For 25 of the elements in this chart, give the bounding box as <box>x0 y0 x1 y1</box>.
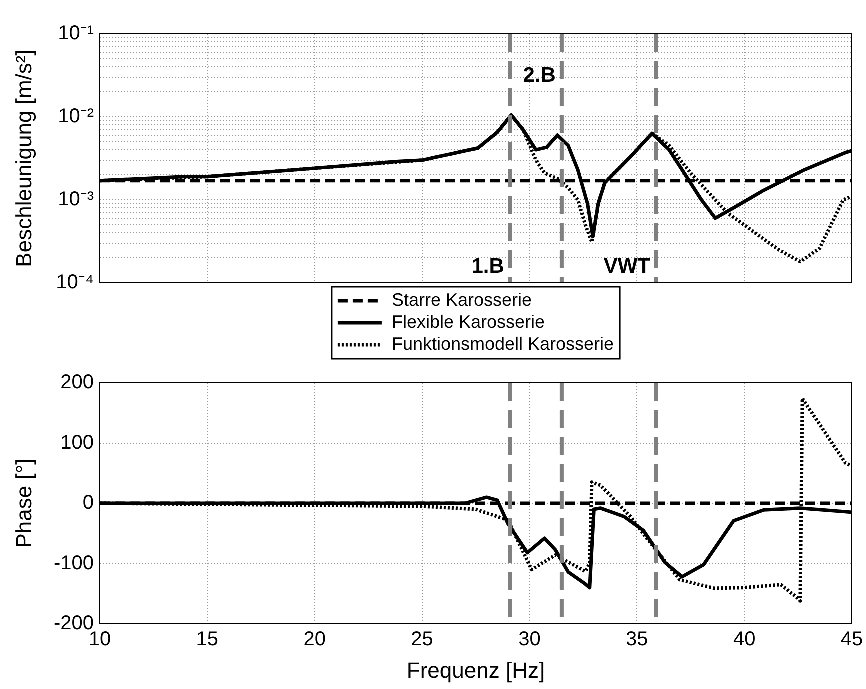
legend-label: Flexible Karosserie <box>392 312 546 332</box>
y-tick-label: 10⁻⁴ <box>56 272 94 294</box>
x-tick-label: 35 <box>626 628 648 651</box>
x-tick-label: 25 <box>411 628 434 651</box>
x-tick-label: 15 <box>196 628 219 651</box>
legend-label: Starre Karosserie <box>392 290 532 310</box>
x-tick-label: 10 <box>88 628 112 651</box>
y-tick-label: 10⁻³ <box>58 188 94 211</box>
x-axis-title: Frequenz [Hz] <box>406 658 546 683</box>
ref-line-label: 2.B <box>523 64 556 87</box>
y-tick-label: 200 <box>60 372 94 394</box>
x-tick-label: 30 <box>518 628 541 651</box>
x-tick-label: 20 <box>304 628 326 651</box>
y-tick-label: -100 <box>54 552 94 574</box>
ref-line-label: 1.B <box>472 254 504 278</box>
legend-label: Funktionsmodell Karosserie <box>392 334 614 354</box>
x-tick-label: 40 <box>733 628 756 651</box>
y-tick-label: 0 <box>82 492 94 514</box>
y-tick-label: 10⁻² <box>58 106 94 128</box>
ref-line-label: VWT <box>604 254 651 278</box>
y-tick-label: 10⁻¹ <box>58 22 94 45</box>
y-axis-title: Phase [°] <box>11 458 36 548</box>
y-tick-label: 100 <box>60 432 94 454</box>
x-tick-label: 45 <box>840 628 864 651</box>
y-axis-title: Beschleunigung [m/s²] <box>11 50 36 268</box>
